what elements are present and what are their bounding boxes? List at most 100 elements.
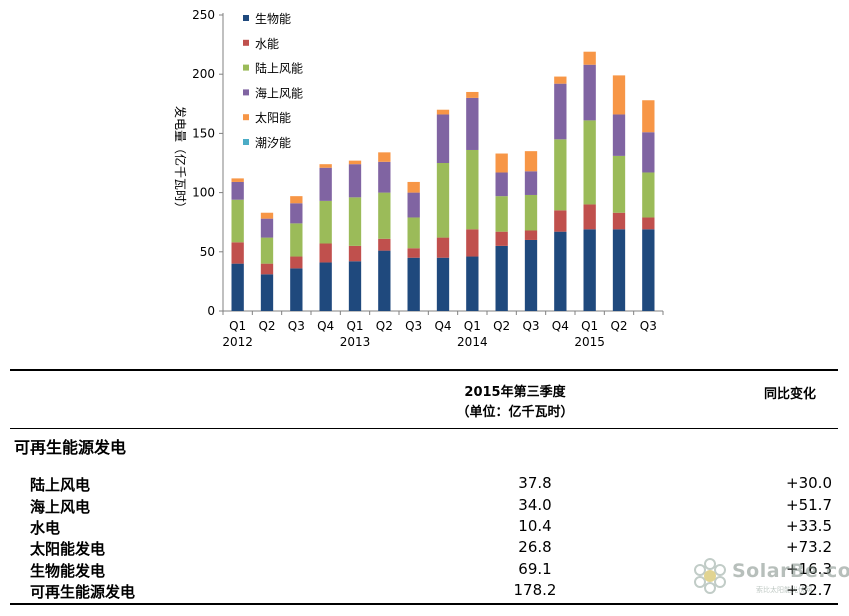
bar-segment — [466, 91, 479, 98]
row-label: 水电 — [30, 519, 61, 537]
bar-segment — [378, 152, 391, 162]
row-value: 37.8 — [518, 474, 552, 492]
bar-segment — [583, 51, 596, 65]
bar-segment — [436, 114, 450, 163]
bar-segment — [436, 163, 450, 238]
bar-segment — [642, 100, 655, 133]
row-value: 34.0 — [518, 496, 552, 514]
bar-segment — [524, 230, 538, 240]
bar-segment — [407, 248, 420, 258]
bar-segment — [466, 149, 479, 230]
bar-segment — [319, 243, 332, 263]
row-value: 178.2 — [513, 581, 557, 599]
legend-swatch — [243, 15, 249, 21]
stacked-bar-chart: 0 50 100 150 200 250 Q1 Q2 Q3 Q4 Q1 Q2 Q3 Q4 Q1 Q2 Q3 Q4 Q… — [173, 8, 664, 349]
bar-segment — [319, 164, 332, 168]
bar-segment — [260, 274, 274, 311]
legend-swatch — [243, 64, 249, 71]
legend-label: 太阳能 — [255, 110, 291, 125]
bar-segment — [348, 160, 362, 165]
bar-segment — [290, 268, 303, 311]
x-tick-label: Q3 — [405, 319, 422, 333]
legend-label: 陆上风能 — [255, 61, 303, 76]
bar-segment — [642, 172, 655, 218]
bar-segment — [612, 75, 626, 115]
header-quarter-line2: （单位：亿千瓦时） — [456, 405, 574, 420]
y-axis-title: 发电量（亿千瓦时） — [173, 106, 188, 214]
bar-segment — [436, 237, 450, 258]
legend-swatch — [243, 89, 249, 96]
y-tick-label: 50 — [200, 245, 215, 259]
bar-segment — [524, 171, 538, 195]
row-change: +16.3 — [786, 560, 832, 578]
table-top-rule — [10, 369, 838, 371]
bar-segment — [466, 256, 479, 311]
bar-segment — [290, 256, 303, 269]
bar-segment — [583, 204, 596, 230]
header-quarter-line1: 2015年第三季度 — [464, 385, 566, 400]
table-bottom-rule — [10, 603, 838, 605]
x-tick-label: Q2 — [610, 319, 627, 333]
bar-segment — [378, 238, 391, 251]
bar-segment — [378, 250, 391, 311]
bar-segment — [612, 212, 626, 230]
bar-segment — [495, 172, 508, 197]
table-row: 生物能发电 69.1 +16.3 — [0, 560, 849, 581]
table-header-rule — [10, 428, 838, 429]
bar-segment — [260, 263, 274, 275]
year-label: 2012 — [222, 335, 253, 349]
legend-swatch — [243, 39, 249, 46]
bar-segment — [407, 181, 420, 193]
bar-segment — [260, 212, 274, 219]
row-value: 26.8 — [518, 538, 552, 556]
watermark: SolarBe.com 索比太阳能光伏网 — [690, 556, 849, 598]
year-label: 2014 — [457, 335, 488, 349]
bar-segment — [378, 192, 391, 239]
bar-segment — [231, 263, 244, 311]
bar-segment — [348, 164, 362, 198]
bar-segment — [348, 197, 362, 246]
legend-swatch — [243, 139, 249, 145]
bar-segment — [554, 210, 567, 232]
bar-segment — [407, 192, 420, 218]
table-row: 水电 10.4 +33.5 — [0, 517, 849, 538]
bar-segment — [524, 151, 538, 172]
x-tick-label: Q2 — [258, 319, 275, 333]
bar-segment — [466, 229, 479, 257]
x-tick-label: Q3 — [522, 319, 539, 333]
row-label: 海上风电 — [30, 498, 91, 516]
x-tick-label: Q1 — [346, 319, 363, 333]
row-value: 69.1 — [518, 560, 552, 578]
bar-segment — [319, 262, 332, 311]
bar-segment — [524, 239, 538, 311]
bar-segment — [554, 76, 567, 84]
legend-label: 潮汐能 — [255, 135, 291, 150]
y-tick-label: 200 — [192, 67, 215, 81]
table-row: 海上风电 34.0 +51.7 — [0, 496, 849, 517]
bar-segment — [407, 217, 420, 249]
y-tick-label: 100 — [192, 186, 215, 200]
row-label: 陆上风电 — [30, 476, 91, 494]
bar-segment — [231, 199, 244, 243]
legend-label: 海上风能 — [255, 85, 303, 100]
row-label: 生物能发电 — [30, 562, 106, 580]
x-tick-label: Q3 — [640, 319, 657, 333]
x-tick-label: Q3 — [288, 319, 305, 333]
row-change: +30.0 — [786, 474, 832, 492]
bar-segment — [612, 114, 626, 156]
table-row: 太阳能发电 26.8 +73.2 — [0, 538, 849, 559]
row-label: 可再生能源发电 — [30, 583, 136, 601]
bar-segment — [348, 261, 362, 311]
row-value: 10.4 — [518, 517, 552, 535]
bar-segment — [290, 223, 303, 257]
bar-segment — [290, 203, 303, 224]
y-tick-label: 250 — [192, 8, 215, 22]
bar-segment — [436, 109, 450, 115]
legend-swatch — [243, 114, 249, 121]
y-tick-label: 150 — [192, 126, 215, 140]
watermark-text: SolarBe.com — [732, 560, 849, 582]
bar-segment — [290, 196, 303, 204]
table-row: 可再生能源发电 178.2 +32.7 — [0, 581, 849, 602]
bar-segment — [319, 200, 332, 244]
bar-segment — [612, 229, 626, 311]
